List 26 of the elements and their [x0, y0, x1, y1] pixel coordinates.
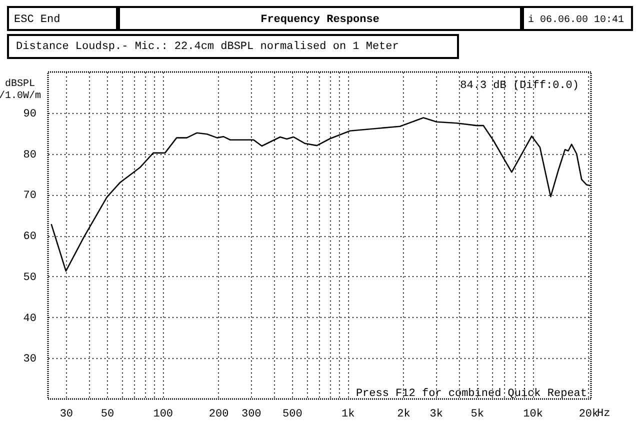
y-tick-label: 70	[23, 190, 36, 202]
annotation: Press F12 for combined Quick Repeat	[356, 388, 587, 400]
x-tick-label: 200	[208, 408, 229, 420]
y-tick-label: 90	[23, 108, 36, 120]
chart-subtitle: Distance Loudsp.- Mic.: 22.4cm dBSPL normalised on 1 Meter	[16, 41, 399, 53]
y-tick-label: 60	[23, 231, 36, 243]
x-tick-label: 30	[60, 408, 74, 420]
y-tick-label: 50	[23, 272, 36, 284]
annotation: 84.3 dB (Diff:0.0)	[460, 80, 579, 92]
x-tick-label: 10k	[523, 408, 544, 420]
x-tick-label: 3k	[430, 408, 444, 420]
y-tick-label: 40	[23, 312, 36, 325]
text: ESC End	[14, 14, 60, 26]
chart-title: Frequency Response	[260, 14, 380, 26]
x-tick-label: 5k	[470, 408, 484, 420]
x-tick-label: 500	[282, 408, 302, 420]
text: i 06.06.00 10:41	[528, 14, 624, 26]
x-tick-label: 2k	[397, 408, 411, 420]
x-tick-label: 100	[153, 408, 174, 420]
x-tick-label: 20k	[578, 408, 600, 420]
x-tick-label: 50	[100, 408, 114, 420]
y-tick-label: 80	[23, 149, 36, 162]
x-tick-label: 300	[241, 408, 262, 420]
y-tick-label: 30	[23, 354, 36, 366]
x-tick-label: 1k	[341, 408, 356, 420]
x-axis-title: Hz	[597, 408, 610, 420]
